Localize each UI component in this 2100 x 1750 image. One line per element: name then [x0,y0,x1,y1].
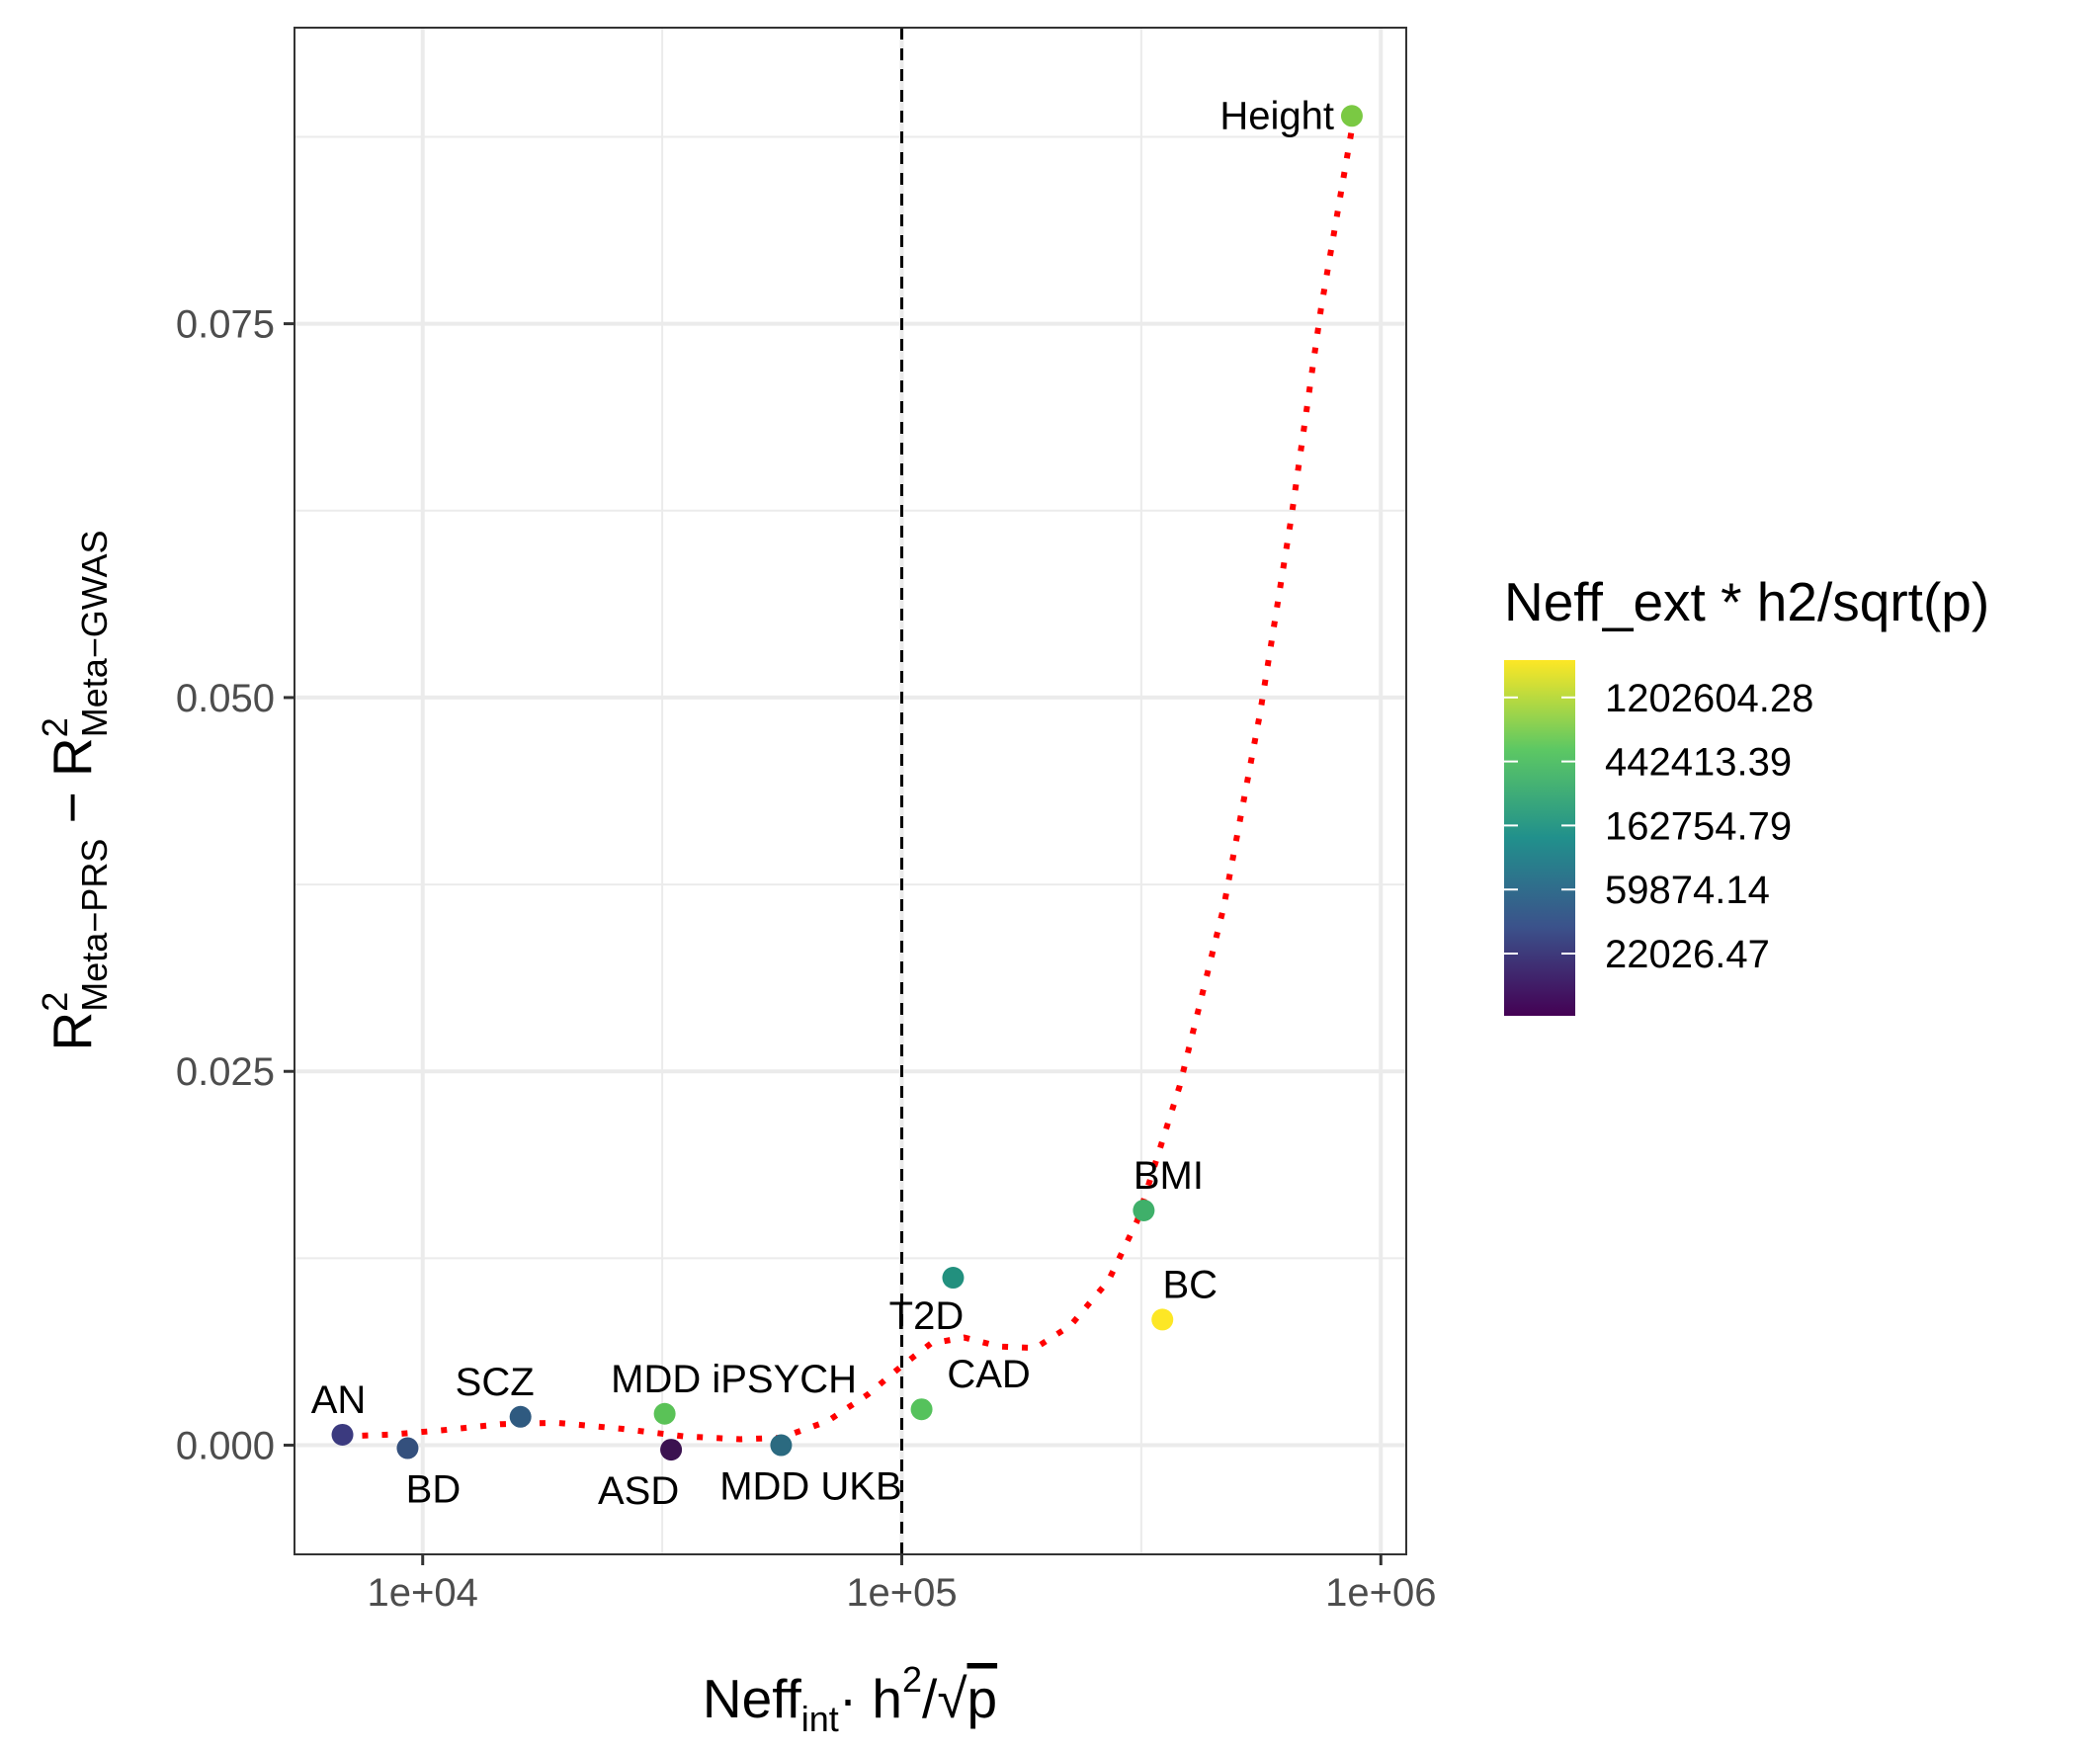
legend-tick-label: 1202604.28 [1605,677,1813,720]
y-title-r1: R [42,1012,103,1051]
x-title-p: p [967,1668,998,1729]
grid-major [294,28,1406,1554]
point-label: BC [1162,1263,1218,1306]
y-title-sup2: 2 [35,717,75,737]
x-tick-label: 1e+04 [368,1571,478,1615]
y-tick-label: 0.075 [176,303,275,347]
point-label: Height [1219,94,1334,137]
y-title-sub1: Meta−PRS [74,839,115,1012]
data-point [1340,105,1363,127]
data-point [396,1437,419,1459]
point-label: BMI [1134,1154,1204,1198]
x-tick-label: 1e+06 [1325,1571,1436,1615]
data-point [1151,1308,1174,1331]
panel-background [294,28,1406,1554]
point-label: T2D [889,1294,965,1338]
point-label: ASD [598,1469,679,1513]
x-title-main: Neff [703,1668,802,1729]
point-label: MDD UKB [719,1465,901,1509]
panel-border [294,27,1407,1555]
point-label: BD [406,1468,462,1512]
point-label: MDD iPSYCH [611,1358,857,1401]
data-point [509,1405,532,1428]
data-point [1133,1199,1155,1221]
y-axis-ticks: 0.000 0.025 0.050 0.075 [176,303,294,1468]
x-axis-ticks: 1e+04 1e+05 1e+06 [368,1554,1436,1615]
y-title-r2: R [42,737,103,777]
legend-ticks: 1202604.28 442413.39 162754.79 59874.14 2202… [1504,677,1813,976]
x-title-sup: 2 [902,1659,922,1700]
legend: Neff_ext * h2/sqrt(p) 1202604.28 442413.3… [1504,571,1989,1016]
point-label: AN [311,1378,367,1422]
point-labels: AN BD SCZ MDD iPSYCH ASD MDD UKB CAD T2D BMI BC He… [311,94,1334,1513]
legend-tick-label: 22026.47 [1605,933,1770,976]
y-tick-label: 0.050 [176,677,275,720]
data-point [653,1402,676,1425]
legend-tick-label: 442413.39 [1605,741,1792,785]
point-label: CAD [947,1353,1030,1396]
y-title-sup1: 2 [35,992,75,1012]
x-tick-label: 1e+05 [846,1571,957,1615]
y-axis-title: R2Meta−PRS − R2Meta−GWAS [35,530,115,1050]
data-point [660,1439,683,1461]
data-point [770,1434,793,1457]
grid-minor [294,28,1406,1554]
y-tick-label: 0.000 [176,1425,275,1468]
y-title-minus: − [42,777,103,839]
x-title-sqrt: √ [937,1668,967,1729]
x-title-sub: int [801,1699,839,1739]
data-point [942,1267,965,1290]
data-point [331,1423,354,1446]
y-title-sub2: Meta−GWAS [74,530,115,737]
legend-title: Neff_ext * h2/sqrt(p) [1504,571,1989,632]
legend-tick-label: 162754.79 [1605,804,1792,848]
x-axis-title: Neffint· h2/√p [703,1659,997,1739]
y-tick-label: 0.025 [176,1050,275,1094]
legend-tick-label: 59874.14 [1605,869,1770,912]
data-point [910,1398,933,1421]
data-points [331,105,1363,1461]
x-title-tail: · h [839,1668,902,1729]
point-label: SCZ [456,1361,535,1404]
legend-colorbar [1504,660,1575,1016]
x-title-slash: / [922,1668,938,1729]
